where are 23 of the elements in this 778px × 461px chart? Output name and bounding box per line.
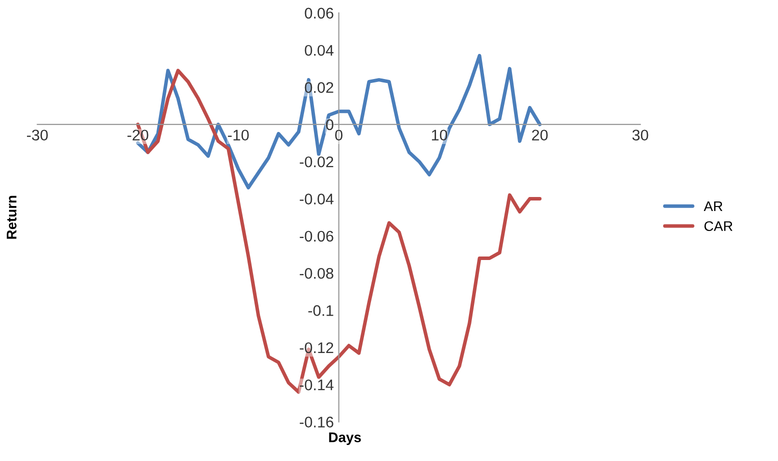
y-tick-label: -0.12 [300, 342, 334, 354]
legend-label: CAR [704, 221, 732, 232]
x-tick-label: -20 [127, 130, 148, 141]
y-tick-label: -0.16 [300, 416, 334, 428]
x-tick-label: 10 [432, 130, 448, 141]
y-tick-label: -0.14 [300, 380, 334, 390]
y-tick-label: 0.02 [304, 82, 334, 93]
x-axis-title: Days [329, 432, 361, 445]
legend-label: AR [704, 201, 722, 212]
y-tick-label: -0.1 [308, 305, 334, 316]
x-tick-label: -10 [228, 130, 249, 141]
y-tick-label: 0.04 [304, 44, 334, 56]
y-tick-label: 0 [326, 119, 334, 130]
x-tick-label: 30 [632, 130, 648, 141]
y-tick-label: -0.06 [300, 230, 334, 242]
y-tick-label: -0.02 [300, 156, 334, 168]
x-tick-label: 0 [335, 130, 342, 141]
y-tick-label: 0.06 [304, 8, 334, 19]
y-axis-title: Return [6, 196, 17, 239]
x-tick-label: -30 [26, 130, 48, 141]
y-tick-label: -0.04 [300, 194, 334, 204]
y-tick-label: -0.08 [300, 268, 334, 279]
x-tick-label: 20 [532, 130, 548, 141]
